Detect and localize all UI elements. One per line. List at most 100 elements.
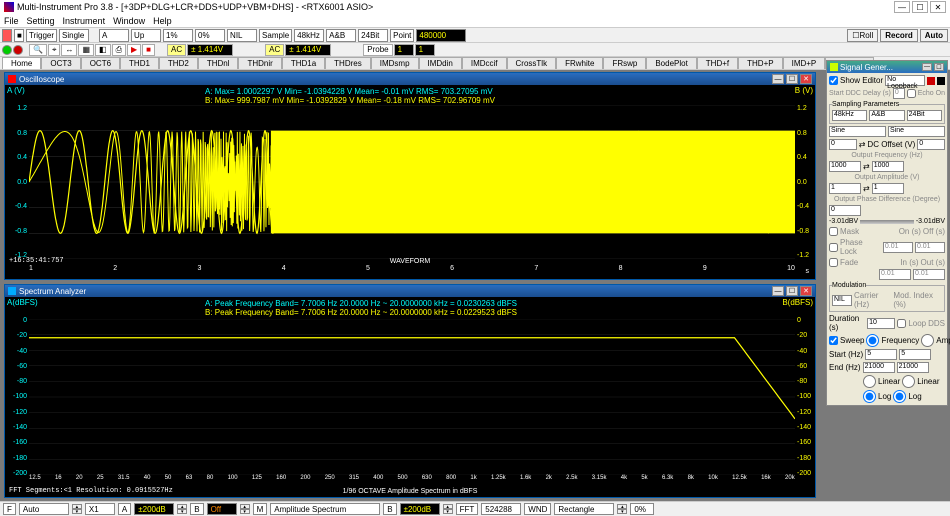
trigger-mode-select[interactable]: Single xyxy=(59,29,89,42)
tab-oct6[interactable]: OCT6 xyxy=(81,57,120,69)
tab-thdnir[interactable]: THDnir xyxy=(238,57,281,69)
mask-checkbox[interactable] xyxy=(829,227,838,236)
probe1-field[interactable]: 1 xyxy=(394,44,414,56)
range-a-field[interactable]: ± 1.414V xyxy=(187,44,233,56)
spec-min-button[interactable]: — xyxy=(772,286,784,296)
tab-frwhite[interactable]: FRwhite xyxy=(556,57,603,69)
tab-thd1a[interactable]: THD1a xyxy=(282,57,325,69)
start1-field[interactable]: 5 xyxy=(865,349,897,360)
channel-select[interactable]: A&B xyxy=(326,29,356,42)
tab-thdnl[interactable]: THDnl xyxy=(198,57,239,69)
sg-min-button[interactable]: — xyxy=(922,63,932,71)
spec-close-button[interactable]: ✕ xyxy=(800,286,812,296)
freq-radio[interactable] xyxy=(866,334,879,347)
tab-imd+p[interactable]: IMD+P xyxy=(783,57,826,69)
wave-a-select[interactable]: Sine xyxy=(829,126,886,137)
range-b-field[interactable]: ± 1.414V xyxy=(285,44,331,56)
sg-rec-icon[interactable] xyxy=(927,77,935,85)
show-editor-checkbox[interactable] xyxy=(829,76,838,85)
status-pct[interactable]: 0% xyxy=(630,503,654,515)
osc-close-button[interactable]: ✕ xyxy=(800,74,812,84)
spec-max-button[interactable]: ☐ xyxy=(786,286,798,296)
linear2-radio[interactable] xyxy=(902,375,915,388)
tool-icon-2[interactable]: ⌖ xyxy=(48,44,61,56)
tab-thd2[interactable]: THD2 xyxy=(159,57,198,69)
freq-a-field[interactable]: 1000 xyxy=(829,161,861,172)
sg-stop-icon[interactable] xyxy=(937,77,945,85)
trigger-edge-select[interactable]: Up xyxy=(131,29,161,42)
bitdepth-select[interactable]: 24Bit xyxy=(358,29,388,42)
loop-checkbox[interactable] xyxy=(897,319,906,328)
fade-checkbox[interactable] xyxy=(829,258,838,267)
minimize-button[interactable]: — xyxy=(894,1,910,13)
menu-setting[interactable]: Setting xyxy=(27,16,55,26)
auto-button[interactable]: Auto xyxy=(920,29,948,42)
close-button[interactable]: ✕ xyxy=(930,1,946,13)
echo-checkbox[interactable] xyxy=(907,89,916,98)
tab-imdsmp[interactable]: IMDsmp xyxy=(371,57,419,69)
tool-icon-1[interactable]: 🔍 xyxy=(29,44,47,56)
roll-toggle[interactable]: ☐ Roll xyxy=(847,29,878,42)
amp-radio[interactable] xyxy=(921,334,934,347)
sg-bits-select[interactable]: 24Bit xyxy=(907,110,942,121)
menu-window[interactable]: Window xyxy=(113,16,145,26)
spectrum-plot[interactable] xyxy=(29,319,795,475)
tool-icon-3[interactable]: ↔ xyxy=(61,44,77,56)
coupling-a-select[interactable]: AC xyxy=(167,44,186,56)
nil-select[interactable]: NIL xyxy=(227,29,257,42)
stop-button[interactable]: ■ xyxy=(142,44,155,56)
sample-rate-select[interactable]: 48kHz xyxy=(294,29,324,42)
status-zoom-select[interactable]: X1 xyxy=(85,503,115,515)
trigger-channel-select[interactable]: A xyxy=(99,29,129,42)
maximize-button[interactable]: ☐ xyxy=(912,1,928,13)
sg-ab-select[interactable]: A&B xyxy=(869,110,904,121)
status-auto-select[interactable]: Auto xyxy=(19,503,69,515)
sg-rate-select[interactable]: 48kHz xyxy=(832,110,867,121)
tab-thdres[interactable]: THDres xyxy=(325,57,371,69)
log2-radio[interactable] xyxy=(893,390,906,403)
sg-max-button[interactable]: ☐ xyxy=(934,63,944,71)
tab-thd+f[interactable]: THD+f xyxy=(697,57,738,69)
trigger-label[interactable]: Trigger xyxy=(26,29,57,42)
freq-b-field[interactable]: 1000 xyxy=(872,161,904,172)
osc-min-button[interactable]: — xyxy=(772,74,784,84)
phase-field[interactable]: 0 xyxy=(829,205,861,216)
record-dot-button[interactable] xyxy=(2,29,12,42)
phaselock-checkbox[interactable] xyxy=(829,243,838,252)
end2-field[interactable]: 21000 xyxy=(897,362,929,373)
spin-dn[interactable]: ▾ xyxy=(72,509,82,514)
menu-file[interactable]: File xyxy=(4,16,19,26)
run-indicator[interactable] xyxy=(2,45,12,55)
status-b-range[interactable]: ±200dB xyxy=(400,503,440,515)
play-button[interactable]: ▶ xyxy=(127,44,141,56)
level-slider[interactable] xyxy=(860,220,914,224)
stop-dot-button[interactable]: ■ xyxy=(14,29,24,42)
loopback-select[interactable]: No Loopback xyxy=(885,75,925,86)
tab-frswp[interactable]: FRswp xyxy=(603,57,646,69)
duration-field[interactable]: 10 xyxy=(867,318,895,329)
wave-b-select[interactable]: Sine xyxy=(888,126,945,137)
tab-home[interactable]: Home xyxy=(2,57,41,69)
log1-radio[interactable] xyxy=(863,390,876,403)
dc-offset-field[interactable]: 0 xyxy=(829,139,857,150)
status-a-range[interactable]: ±200dB xyxy=(134,503,174,515)
amp-a-field[interactable]: 1 xyxy=(829,183,861,194)
tab-imddin[interactable]: IMDdin xyxy=(419,57,462,69)
mod-select[interactable]: NIL xyxy=(832,295,852,306)
probe2-field[interactable]: 1 xyxy=(415,44,435,56)
sweep-checkbox[interactable] xyxy=(829,336,838,345)
end1-field[interactable]: 21000 xyxy=(863,362,895,373)
tab-crosstlk[interactable]: CrossTlk xyxy=(507,57,557,69)
trigger-pct-select[interactable]: 1% xyxy=(163,29,193,42)
menu-help[interactable]: Help xyxy=(153,16,172,26)
tab-imdccif[interactable]: IMDccif xyxy=(462,57,507,69)
tab-bodeplot[interactable]: BodePlot xyxy=(646,57,696,69)
rec-indicator[interactable] xyxy=(13,45,23,55)
status-off[interactable]: Off xyxy=(207,503,237,515)
linear1-radio[interactable] xyxy=(863,375,876,388)
osc-max-button[interactable]: ☐ xyxy=(786,74,798,84)
tool-icon-5[interactable]: ◧ xyxy=(95,44,111,56)
status-wnd-select[interactable]: Rectangle xyxy=(554,503,614,515)
amp-b-field[interactable]: 1 xyxy=(872,183,904,194)
tab-oct3[interactable]: OCT3 xyxy=(41,57,80,69)
